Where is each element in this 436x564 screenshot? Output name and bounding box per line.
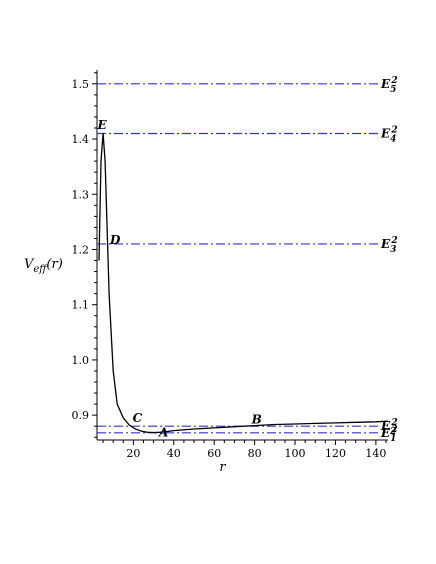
x-tick-label: 100 <box>285 447 306 460</box>
y-tick-label: 1.2 <box>72 243 90 256</box>
y-tick-label: 1.5 <box>72 78 90 91</box>
x-tick-label: 20 <box>126 447 140 460</box>
annotation-d: D <box>109 233 121 247</box>
x-tick-label: 40 <box>167 447 181 460</box>
energy-level-label: E22 <box>380 418 398 437</box>
annotation-b: B <box>251 412 262 426</box>
x-tick-label: 60 <box>207 447 221 460</box>
annotation-c: C <box>133 411 143 425</box>
x-tick-label: 140 <box>365 447 386 460</box>
potential-curve <box>98 132 389 434</box>
y-tick-label: 0.9 <box>72 409 90 422</box>
x-axis-title: r <box>219 460 226 475</box>
annotation-a: A <box>158 426 168 440</box>
energy-level-label: E52 <box>380 76 398 95</box>
y-axis-title: Veff(r) <box>24 257 63 275</box>
y-tick-label: 1.1 <box>72 299 90 312</box>
y-tick-label: 1.4 <box>72 133 90 146</box>
y-tick-label: 1.0 <box>72 354 90 367</box>
energy-level-label: E32 <box>380 236 398 255</box>
energy-level-label: E42 <box>380 126 398 145</box>
energy-level-label: E12 <box>380 425 398 444</box>
x-tick-label: 120 <box>325 447 346 460</box>
y-tick-label: 1.3 <box>72 188 90 201</box>
x-tick-label: 80 <box>248 447 262 460</box>
annotation-e: E <box>96 118 107 132</box>
